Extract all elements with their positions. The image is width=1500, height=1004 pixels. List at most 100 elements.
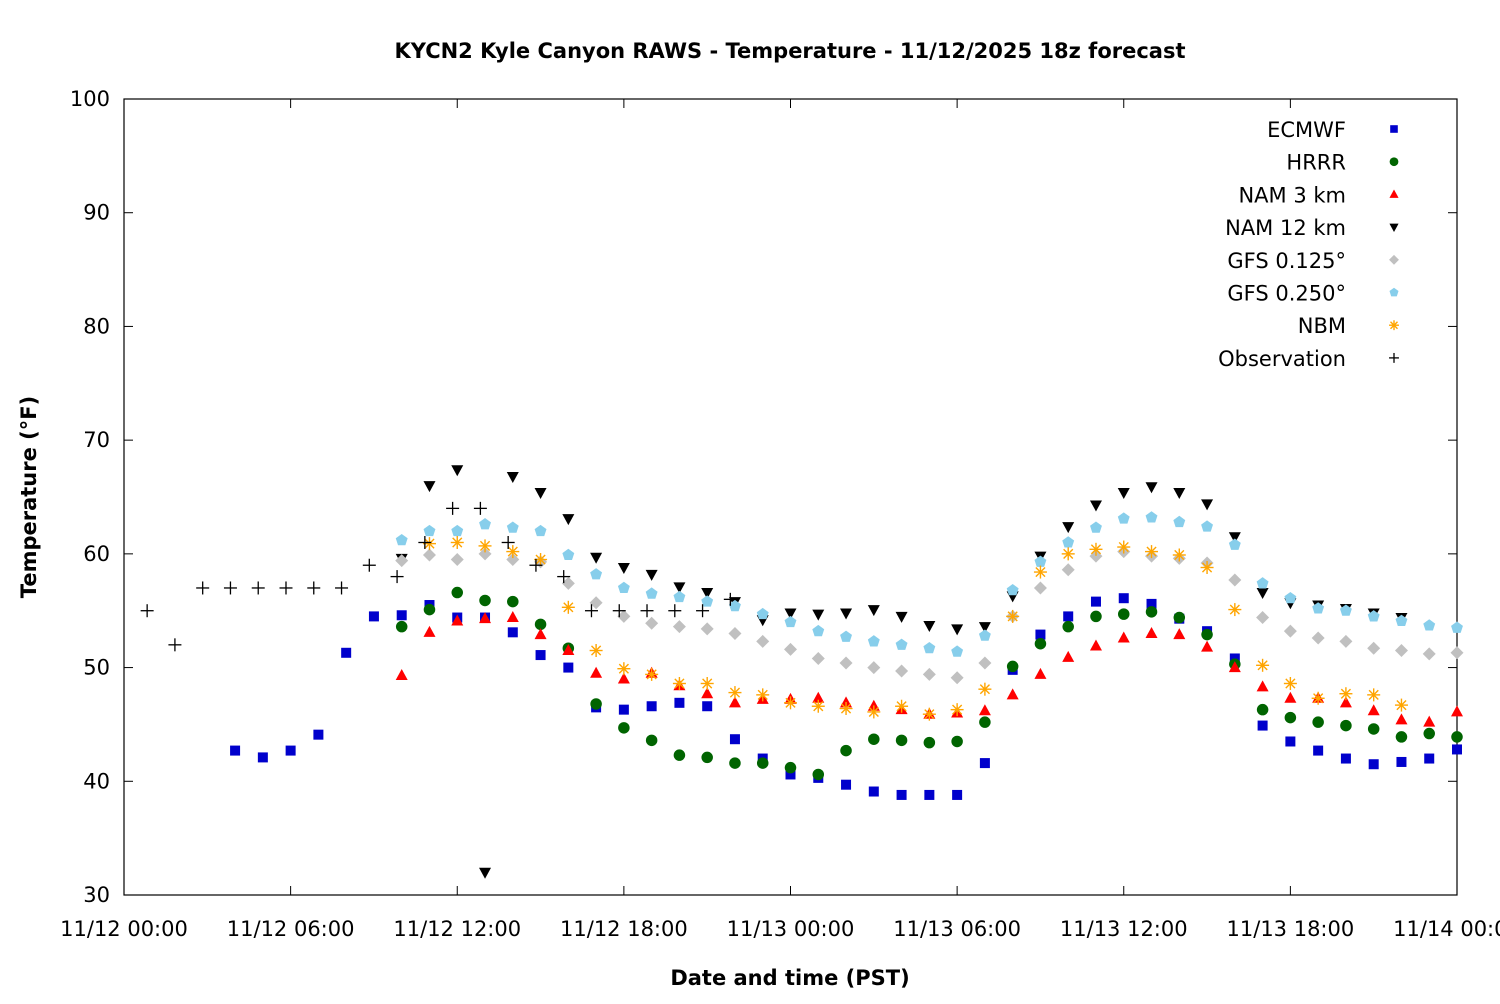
- series-nbm: [422, 535, 1408, 721]
- data-point: [1173, 611, 1186, 624]
- legend-marker-plus: [1389, 352, 1399, 363]
- data-point: [1451, 731, 1463, 743]
- data-point: [867, 635, 880, 647]
- data-point: [701, 687, 714, 699]
- legend-marker-circle: [1389, 157, 1399, 167]
- data-point: [952, 789, 963, 800]
- data-point: [534, 524, 547, 537]
- data-point: [479, 594, 491, 607]
- data-point: [672, 676, 686, 690]
- legend-label: NAM 3 km: [1238, 183, 1346, 207]
- data-point: [701, 595, 714, 607]
- data-point: [1395, 614, 1408, 627]
- data-point: [223, 581, 237, 595]
- data-point: [1228, 603, 1242, 617]
- data-point: [1339, 604, 1352, 616]
- data-point: [951, 735, 963, 748]
- data-point: [1423, 619, 1436, 631]
- y-tick-label: 90: [83, 201, 110, 225]
- data-point: [617, 563, 630, 575]
- x-tick-label: 11/14 00:00: [1393, 917, 1500, 941]
- data-point: [1311, 691, 1325, 705]
- data-point: [1061, 547, 1075, 561]
- data-point: [423, 524, 436, 537]
- data-point: [451, 524, 464, 537]
- data-point: [673, 582, 686, 594]
- legend-label: Observation: [1218, 347, 1346, 371]
- data-point: [1033, 581, 1047, 595]
- data-point: [950, 703, 964, 717]
- data-point: [1367, 688, 1381, 702]
- data-point: [534, 618, 547, 631]
- data-point: [390, 570, 404, 584]
- data-point: [1395, 713, 1408, 725]
- x-tick-label: 11/12 00:00: [60, 917, 188, 941]
- data-point: [729, 757, 741, 769]
- y-tick-label: 30: [83, 883, 110, 907]
- data-point: [840, 630, 852, 642]
- data-point: [395, 554, 409, 568]
- data-point: [1285, 736, 1296, 747]
- data-point: [506, 545, 520, 559]
- data-point: [1228, 532, 1241, 544]
- data-point: [1228, 661, 1241, 673]
- data-point: [1089, 639, 1102, 651]
- data-point: [1006, 660, 1019, 673]
- x-tick-label: 11/13 00:00: [727, 917, 855, 941]
- data-point: [673, 590, 686, 603]
- data-point: [1283, 624, 1297, 638]
- data-point: [868, 733, 880, 745]
- data-point: [418, 535, 432, 549]
- data-point: [1256, 588, 1269, 600]
- data-point: [506, 472, 519, 484]
- data-point: [507, 627, 518, 638]
- data-point: [728, 626, 742, 640]
- legend-marker-asterisk: [1389, 320, 1399, 331]
- data-point: [978, 622, 991, 634]
- data-point: [841, 779, 852, 790]
- data-point: [618, 722, 630, 734]
- data-point: [501, 535, 515, 549]
- data-point: [728, 696, 741, 708]
- data-point: [1200, 561, 1214, 575]
- data-point: [896, 789, 907, 800]
- x-tick-label: 11/13 18:00: [1227, 917, 1355, 941]
- data-point: [1367, 610, 1380, 622]
- y-axis-label: Temperature (°F): [17, 396, 41, 598]
- data-point: [230, 745, 241, 756]
- data-point: [1089, 500, 1102, 512]
- data-point: [257, 752, 268, 763]
- legend-label: NAM 12 km: [1225, 216, 1346, 240]
- data-point: [700, 622, 714, 636]
- data-point: [1312, 602, 1325, 614]
- data-point: [701, 588, 714, 600]
- data-point: [868, 786, 879, 797]
- data-point: [1006, 609, 1020, 623]
- data-point: [784, 696, 797, 710]
- data-point: [1394, 644, 1408, 658]
- y-tick-label: 50: [83, 656, 110, 680]
- data-point: [723, 592, 737, 606]
- data-point: [1340, 753, 1351, 764]
- data-point: [1284, 691, 1297, 703]
- data-point: [811, 699, 825, 713]
- data-point: [395, 533, 408, 546]
- legend-label: GFS 0.250°: [1227, 282, 1346, 306]
- data-point: [1228, 573, 1242, 587]
- data-point: [895, 699, 909, 713]
- data-point: [1394, 698, 1408, 712]
- data-point: [674, 697, 685, 708]
- data-point: [617, 672, 630, 684]
- data-point: [978, 704, 991, 716]
- data-point: [479, 518, 491, 530]
- data-point: [562, 644, 575, 656]
- data-point: [1034, 555, 1047, 567]
- data-point: [923, 641, 936, 654]
- data-point: [451, 614, 464, 626]
- data-point: [1201, 520, 1214, 532]
- series-gfs-0-250-: [395, 511, 1463, 657]
- y-tick-label: 40: [83, 769, 110, 793]
- data-point: [1173, 628, 1186, 640]
- data-point: [1062, 522, 1075, 534]
- data-point: [590, 568, 603, 580]
